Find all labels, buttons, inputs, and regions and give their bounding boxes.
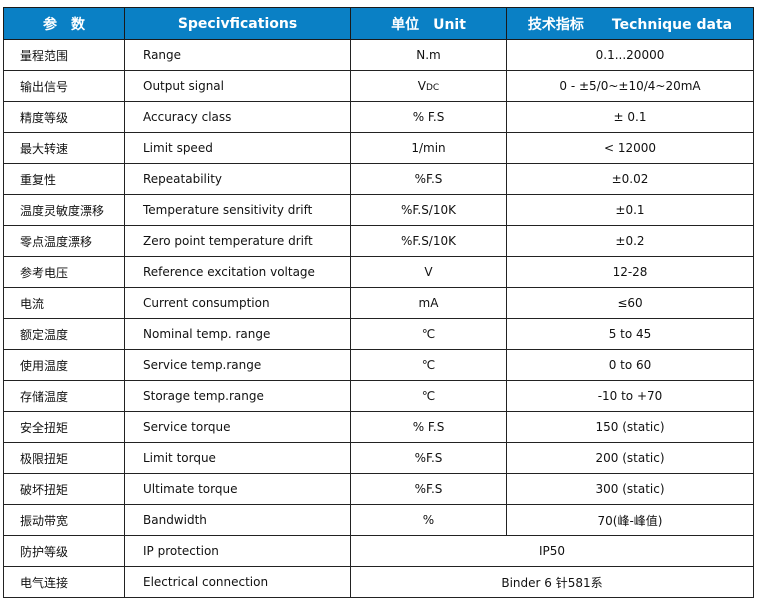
param-cn: 精度等级 [3, 101, 125, 133]
param-en: Temperature sensitivity drift [124, 194, 351, 226]
value-cell: ≤60 [506, 287, 754, 319]
header-spec: Specivfications [124, 7, 351, 40]
unit-cell: %F.S [350, 473, 507, 505]
table-row: 最大转速 Limit speed 1/min < 12000 [3, 132, 754, 164]
param-en: Reference excitation voltage [124, 256, 351, 288]
value-cell: ±0.1 [506, 194, 754, 226]
unit-cell: %F.S [350, 442, 507, 474]
unit-cell: %F.S [350, 163, 507, 195]
value-cell: 200 (static) [506, 442, 754, 474]
header-row: 参 数 Specivfications 单位 Unit 技术指标 Techniq… [3, 7, 754, 40]
table-row: 使用温度 Service temp.range ℃ 0 to 60 [3, 349, 754, 381]
param-cn: 输出信号 [3, 70, 125, 102]
header-data: 技术指标 Technique data [506, 7, 754, 40]
header-unit: 单位 Unit [350, 7, 507, 40]
param-cn: 使用温度 [3, 349, 125, 381]
table-row: 零点温度漂移 Zero point temperature drift %F.S/1… [3, 225, 754, 257]
param-en: Limit speed [124, 132, 351, 164]
param-en: Zero point temperature drift [124, 225, 351, 257]
param-cn: 存储温度 [3, 380, 125, 412]
unit-cell: ℃ [350, 318, 507, 350]
value-cell: ± 0.1 [506, 101, 754, 133]
value-cell: 70(峰-峰值) [506, 504, 754, 536]
table-row: 电流 Current consumption mA ≤60 [3, 287, 754, 319]
param-en: Service torque [124, 411, 351, 443]
param-cn: 参考电压 [3, 256, 125, 288]
param-en: Range [124, 39, 351, 71]
table-row: 安全扭矩 Service torque% F.S 150 (static) [3, 411, 754, 443]
param-cn: 电流 [3, 287, 125, 319]
unit-cell: %F.S/10K [350, 225, 507, 257]
value-cell: 0 to 60 [506, 349, 754, 381]
table-row: 量程范围 Range N.m 0.1...20000 [3, 39, 754, 71]
param-en: Output signal [124, 70, 351, 102]
param-cn: 破坏扭矩 [3, 473, 125, 505]
unit-text: V [417, 79, 426, 93]
unit-cell: VDC [350, 70, 507, 102]
value-cell: ±0.02 [506, 163, 754, 195]
param-en: Electrical connection [124, 566, 351, 598]
param-cn: 安全扭矩 [3, 411, 125, 443]
table-row: 防护等级 IP protection IP50 [3, 535, 754, 567]
value-cell: 0 - ±5/0~±10/4~20mA [506, 70, 754, 102]
value-cell: 12-28 [506, 256, 754, 288]
header-param: 参 数 [3, 7, 125, 40]
param-cn: 振动带宽 [3, 504, 125, 536]
value-cell: 0.1...20000 [506, 39, 754, 71]
table-row: 温度灵敏度漂移 Temperature sensitivity drift %F.S… [3, 194, 754, 226]
param-cn: 重复性 [3, 163, 125, 195]
unit-cell: % [350, 504, 507, 536]
param-en: Nominal temp. range [124, 318, 351, 350]
param-en: Accuracy class [124, 101, 351, 133]
value-cell: -10 to +70 [506, 380, 754, 412]
table-row: 存储温度 Storage temp.range ℃ -10 to +70 [3, 380, 754, 412]
unit-cell: % F.S [350, 411, 507, 443]
unit-cell: N.m [350, 39, 507, 71]
table-row: 极限扭矩 Limit torque %F.S 200 (static) [3, 442, 754, 474]
value-cell: Binder 6 针581系 [350, 566, 754, 598]
param-en: IP protection [124, 535, 351, 567]
param-cn: 温度灵敏度漂移 [3, 194, 125, 226]
param-en: Current consumption [124, 287, 351, 319]
param-en: Repeatability [124, 163, 351, 195]
unit-cell: ℃ [350, 349, 507, 381]
param-cn: 量程范围 [3, 39, 125, 71]
table-row: 破坏扭矩 Ultimate torque %F.S 300 (static) [3, 473, 754, 505]
value-cell: < 12000 [506, 132, 754, 164]
param-cn: 防护等级 [3, 535, 125, 567]
spec-table: 参 数 Specivfications 单位 Unit 技术指标 Techniq… [3, 7, 754, 598]
value-cell: 150 (static) [506, 411, 754, 443]
unit-cell: mA [350, 287, 507, 319]
table-row: 重复性 Repeatability %F.S ±0.02 [3, 163, 754, 195]
param-cn: 电气连接 [3, 566, 125, 598]
param-en: Ultimate torque [124, 473, 351, 505]
value-cell: 300 (static) [506, 473, 754, 505]
param-en: Limit torque [124, 442, 351, 474]
unit-cell: ℃ [350, 380, 507, 412]
table-row: 精度等级 Accuracy class% F.S ± 0.1 [3, 101, 754, 133]
unit-cell: V [350, 256, 507, 288]
param-en: Storage temp.range [124, 380, 351, 412]
value-cell: 5 to 45 [506, 318, 754, 350]
unit-subscript: DC [426, 83, 440, 93]
table-row: 额定温度 Nominal temp. range ℃ 5 to 45 [3, 318, 754, 350]
value-cell: ±0.2 [506, 225, 754, 257]
unit-cell: 1/min [350, 132, 507, 164]
table-row: 电气连接 Electrical connection Binder 6 针581系 [3, 566, 754, 598]
param-cn: 额定温度 [3, 318, 125, 350]
param-cn: 零点温度漂移 [3, 225, 125, 257]
table-row: 参考电压 Reference excitation voltage V 12-28 [3, 256, 754, 288]
unit-cell: %F.S/10K [350, 194, 507, 226]
table-row: 输出信号 Output signal VDC 0 - ±5/0~±10/4~20mA [3, 70, 754, 102]
param-en: Bandwidth [124, 504, 351, 536]
unit-cell: % F.S [350, 101, 507, 133]
param-cn: 极限扭矩 [3, 442, 125, 474]
param-en: Service temp.range [124, 349, 351, 381]
table-row: 振动带宽 Bandwidth% 70(峰-峰值) [3, 504, 754, 536]
value-cell: IP50 [350, 535, 754, 567]
param-cn: 最大转速 [3, 132, 125, 164]
